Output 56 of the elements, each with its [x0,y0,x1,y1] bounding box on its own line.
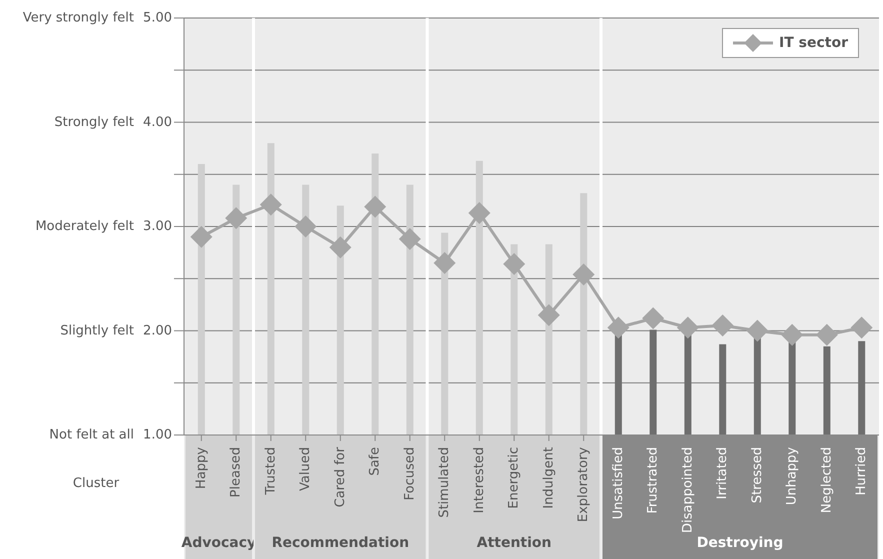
x-tick-label: Indulgent [541,447,556,509]
x-tick-label: Disappointed [680,447,696,534]
x-tick-label: Neglected [819,447,834,514]
y-tick-label: 2.00 [143,323,172,338]
point [434,252,456,274]
point [364,196,386,218]
legend-label: IT sector [778,34,848,53]
x-tick-label: Stressed [750,447,765,504]
band-label: Destroying [696,535,784,551]
y-tick-label: 1.00 [143,428,172,442]
x-tick-label: Focused [402,447,418,500]
band-label: Advocacy [181,535,256,551]
point [572,263,595,286]
x-tick-label: Unhappy [784,446,800,506]
x-tick-label: Trusted [263,447,278,496]
point [538,304,560,326]
x-tick-label: Valued [298,447,314,491]
point [676,316,699,339]
y-tick-label: 5.00 [143,10,172,26]
x-tick-label: Exploratory [576,446,592,522]
point [746,320,768,342]
point [781,324,804,346]
point [642,307,664,330]
band-label: Attention [476,535,552,551]
text: Very strongly felt [22,10,134,26]
x-tick-label: Interested [472,447,487,514]
text: Not felt at all [49,428,134,442]
point [398,228,421,250]
band-label: Recommendation [272,535,410,551]
point [503,253,526,276]
x-tick-label: Happy [194,446,209,489]
y-tick-label: 3.00 [143,219,172,234]
text: Cluster [72,476,120,491]
x-tick-label: Pleased [228,447,244,498]
x-tick-label: Energetic [506,447,522,509]
x-tick-label: Cared for [332,446,348,508]
point [816,324,838,346]
point [260,194,282,216]
point [190,226,212,248]
x-tick-label: Unsatisfied [610,447,626,520]
point [225,207,248,230]
x-tick-label: Frustrated [646,447,661,514]
x-tick-label: Safe [368,447,383,476]
point [294,216,317,238]
point [712,314,734,337]
point [329,236,352,258]
x-tick-label: Hurried [854,447,870,496]
point [850,316,873,339]
text: Moderately felt [35,219,134,234]
x-tick-label: Irritated [715,447,730,500]
y-tick-label: 4.00 [143,114,172,130]
text: Slightly felt [60,323,134,338]
text: Strongly felt [54,114,134,130]
point [468,202,490,224]
x-tick-label: Stimulated [437,447,452,518]
point [607,316,630,339]
